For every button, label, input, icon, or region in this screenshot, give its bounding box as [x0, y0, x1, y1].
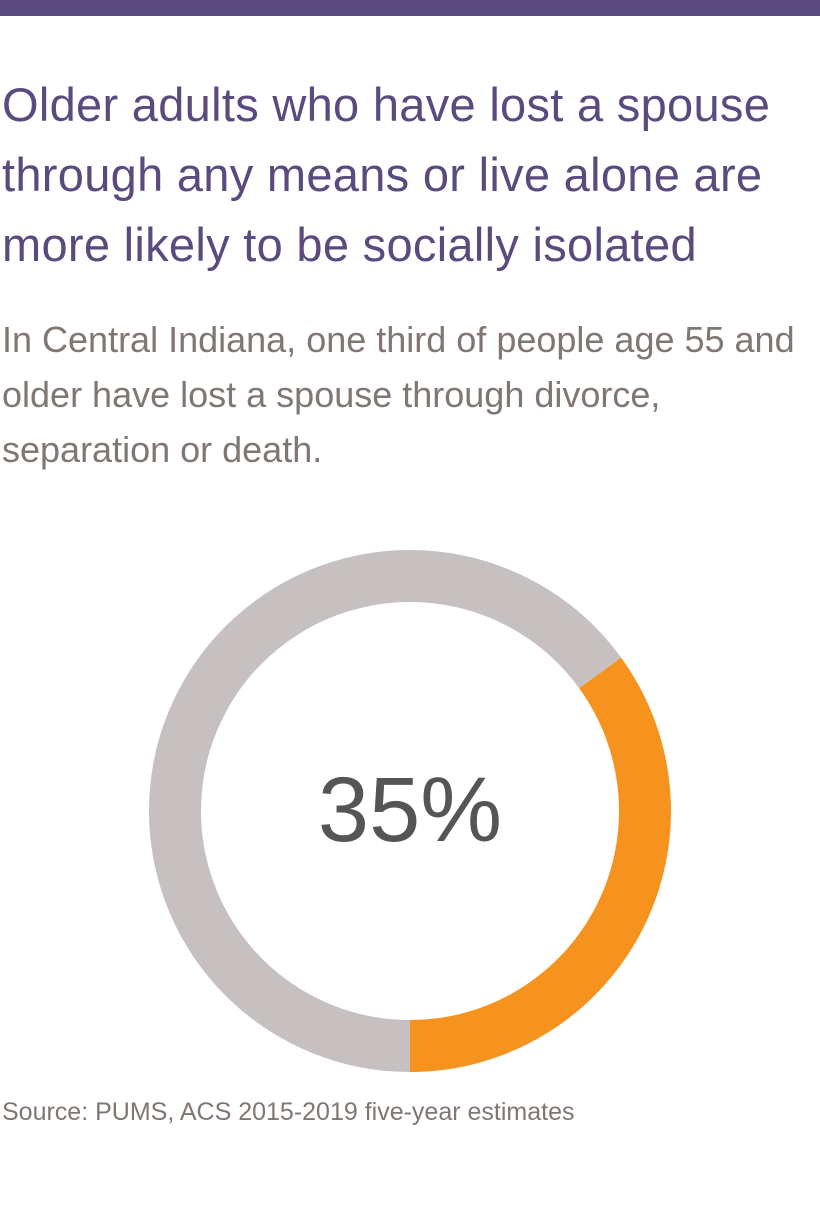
- subheadline: In Central Indiana, one third of people …: [2, 319, 795, 470]
- donut-slice-1: [149, 550, 622, 1072]
- donut-chart: 35%: [149, 550, 671, 1072]
- headline: Older adults who have lost a spouse thro…: [2, 78, 771, 271]
- top-accent-bar: [0, 0, 820, 16]
- donut-slice-0: [409, 657, 671, 1072]
- donut-center-value: 35%: [318, 759, 502, 861]
- donut-chart-svg: 35%: [149, 550, 671, 1072]
- source-note: Source: PUMS, ACS 2015-2019 five-year es…: [2, 1098, 575, 1126]
